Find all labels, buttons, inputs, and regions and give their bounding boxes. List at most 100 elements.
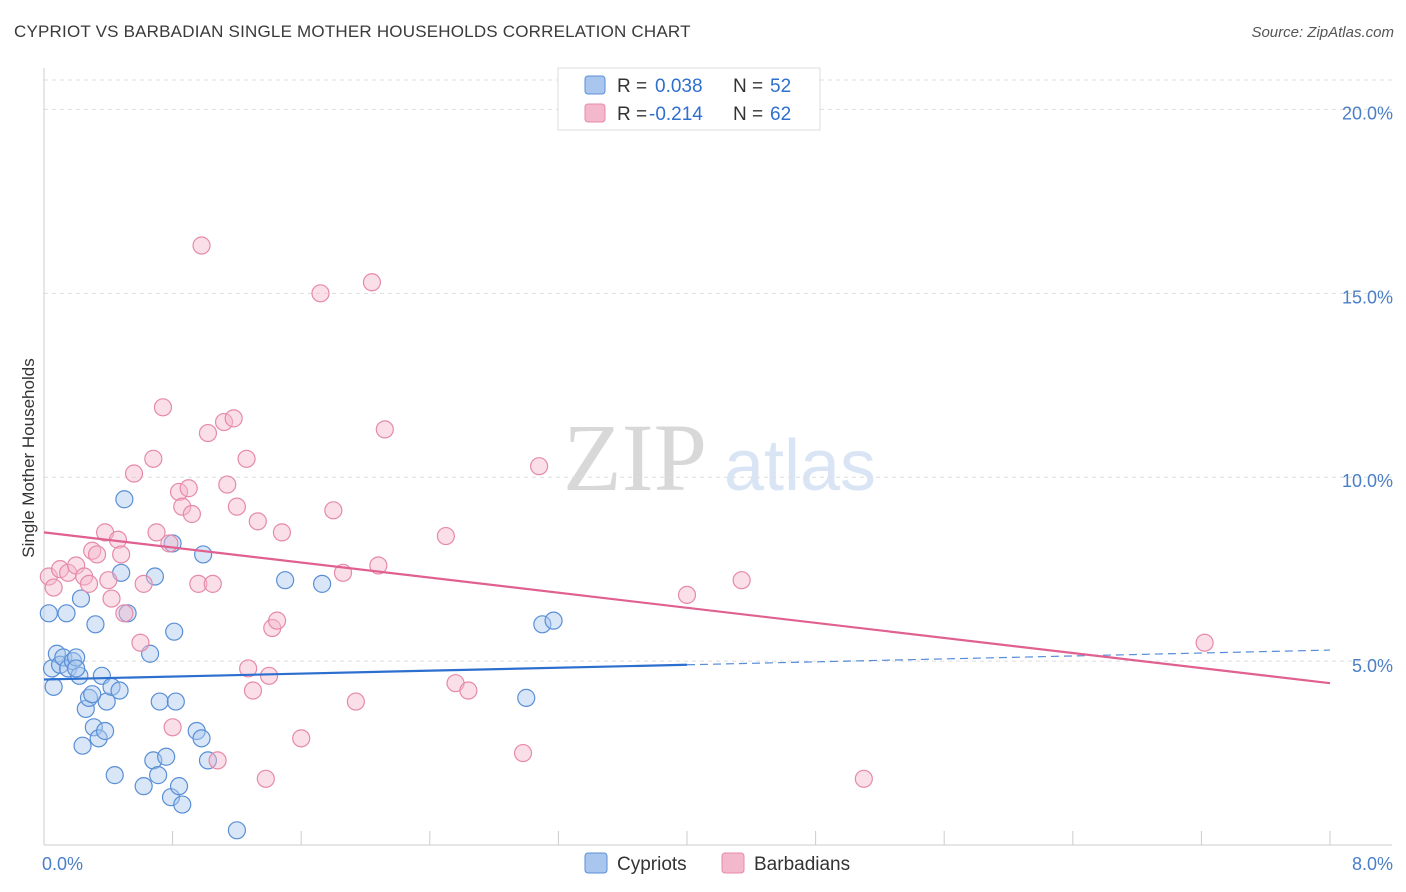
barbadian-point-28 (192, 236, 211, 255)
cypriot-point-6 (57, 604, 76, 623)
barbadian-point-17 (134, 574, 153, 593)
barbadian-point-61 (239, 659, 258, 678)
cypriot-point-24 (115, 490, 134, 509)
cypriot-point-21 (105, 766, 124, 785)
barbadian-point-18 (144, 449, 163, 468)
bottom-legend-cypriots: Cypriots (617, 854, 687, 875)
barbadian-point-51 (375, 420, 394, 439)
cypriot-point-50 (73, 736, 92, 755)
trend-cypriots-extension (686, 649, 1331, 666)
barbadian-point-42 (267, 611, 287, 630)
legend-n-value-2: 62 (770, 104, 791, 125)
barbadian-point-25 (179, 479, 198, 498)
top-legend: R = 0.038 N = 52 R = -0.214 N = 62 (557, 67, 821, 131)
legend-swatch-cypriots (584, 75, 606, 95)
cypriot-point-15 (86, 615, 105, 634)
legend-r-label-1: R = (617, 76, 647, 97)
cypriot-point-26 (134, 777, 153, 796)
axes (43, 68, 1392, 846)
barbadian-point-34 (224, 409, 243, 428)
cypriot-point-38 (173, 795, 192, 814)
legend-r-value-1: 0.038 (655, 76, 703, 97)
barbadian-point-50 (369, 556, 388, 575)
cypriot-point-30 (149, 766, 168, 785)
barbadian-point-1 (44, 578, 63, 597)
legend-n-label-1: N = (733, 76, 763, 97)
series-barbadians (39, 236, 1214, 788)
barbadian-point-39 (256, 769, 275, 788)
y-tick-label-1: 10.0% (1342, 471, 1393, 491)
barbadian-point-32 (214, 412, 234, 432)
cypriot-point-47 (544, 611, 563, 630)
barbadian-point-15 (124, 464, 144, 483)
barbadian-point-16 (131, 633, 150, 652)
cypriot-point-18 (95, 721, 115, 741)
barbadian-point-54 (459, 681, 478, 700)
trend-lines (43, 531, 1331, 685)
gridlines (44, 79, 1392, 662)
cypriot-point-46 (533, 615, 552, 634)
barbadian-point-13 (112, 545, 131, 564)
bottom-legend: Cypriots Barbadians (584, 852, 850, 875)
cypriot-point-51 (67, 659, 86, 678)
series-cypriots (39, 490, 563, 840)
barbadian-point-58 (732, 571, 751, 590)
y-tick-label-2: 15.0% (1342, 287, 1393, 307)
barbadian-point-33 (218, 475, 237, 494)
cypriot-point-16 (89, 729, 108, 748)
cypriot-point-44 (276, 571, 295, 590)
trend-barbadians (43, 531, 1331, 685)
barbadian-point-48 (346, 692, 365, 711)
barbadian-point-24 (173, 497, 192, 516)
barbadian-point-8 (87, 545, 107, 564)
cypriot-point-19 (97, 692, 116, 711)
cypriot-point-48 (517, 688, 536, 707)
barbadian-point-23 (169, 482, 189, 502)
barbadian-point-57 (677, 585, 697, 605)
cypriot-point-40 (192, 729, 211, 748)
x-tick-label-0: 0.0% (42, 854, 83, 874)
cypriot-point-31 (150, 692, 169, 711)
cypriot-point-49 (83, 685, 102, 704)
y-tick-label-0: 5.0% (1352, 656, 1393, 676)
barbadian-point-29 (198, 423, 218, 443)
y-axis-label: Single Mother Households (19, 358, 38, 557)
y-tick-label-3: 20.0% (1342, 103, 1393, 123)
watermark-zip: ZIP (563, 404, 707, 511)
barbadian-point-45 (311, 284, 330, 303)
barbadian-point-11 (102, 589, 121, 608)
barbadian-point-49 (362, 273, 382, 292)
barbadian-point-30 (203, 574, 222, 593)
cypriot-point-36 (166, 692, 185, 711)
barbadian-point-55 (513, 743, 533, 763)
trend-cypriots (43, 663, 688, 681)
barbadian-point-60 (1195, 633, 1214, 652)
barbadian-point-40 (259, 666, 279, 685)
cypriot-point-37 (169, 777, 189, 796)
barbadian-point-20 (153, 398, 173, 417)
bottom-legend-barbadians: Barbadians (754, 854, 850, 875)
barbadian-point-31 (208, 751, 227, 770)
legend-swatch-barbadians (584, 103, 606, 123)
barbadian-point-21 (160, 534, 179, 553)
bottom-legend-swatch-barbadians (721, 852, 745, 874)
cypriot-point-0 (39, 604, 58, 623)
legend-r-value-2: -0.214 (649, 104, 703, 125)
cypriot-point-32 (157, 747, 176, 766)
barbadian-point-6 (79, 574, 99, 593)
bottom-legend-swatch-cypriots (584, 852, 608, 874)
barbadian-point-37 (243, 681, 263, 700)
barbadian-point-27 (189, 574, 208, 593)
barbadian-point-56 (530, 457, 549, 476)
cypriot-point-5 (54, 648, 73, 667)
cypriot-point-35 (165, 622, 184, 641)
cypriot-point-42 (198, 751, 218, 770)
cypriot-point-22 (110, 681, 129, 700)
barbadian-point-43 (272, 523, 292, 542)
y-tick-labels: 5.0% 10.0% 15.0% 20.0% (1342, 103, 1393, 676)
barbadian-point-26 (182, 504, 201, 524)
cypriot-point-2 (44, 677, 63, 696)
legend-n-label-2: N = (733, 104, 763, 125)
watermark-atlas: atlas (724, 426, 876, 506)
